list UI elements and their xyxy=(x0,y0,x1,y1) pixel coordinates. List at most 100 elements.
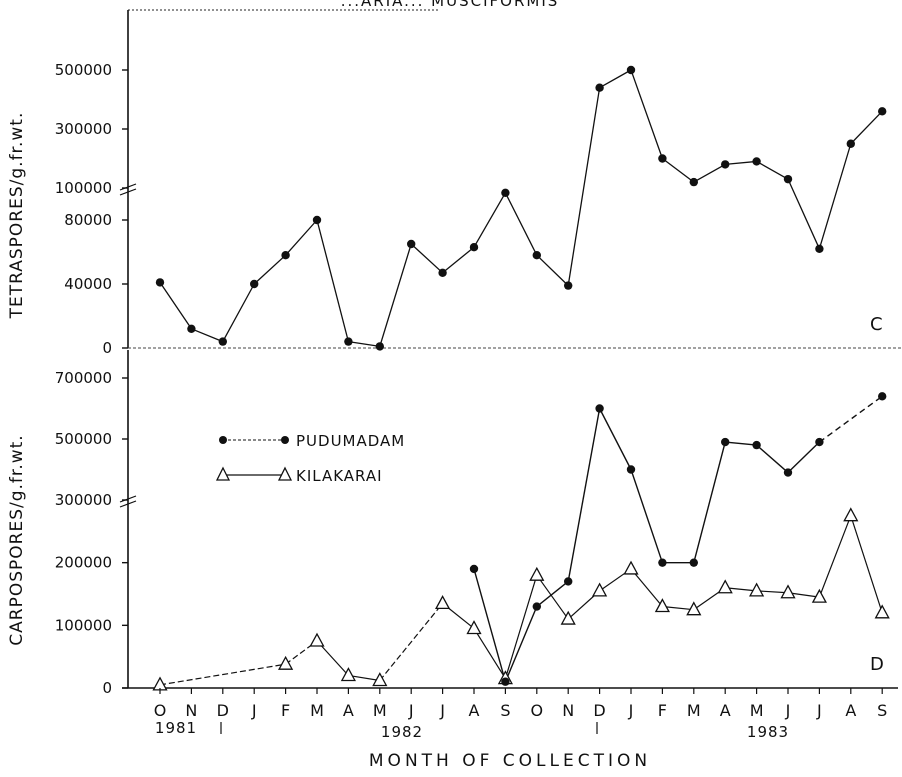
tetraspores-segment-11 xyxy=(473,192,506,248)
kilakarai-point-10 xyxy=(466,620,482,635)
kilakarai-segment-11 xyxy=(473,628,506,679)
panel-d-ylabel: CARPOSPORES/g.fr.wt. xyxy=(7,434,27,645)
legend-triangle-kilakarai-end xyxy=(277,466,293,481)
kilakarai-point-5 xyxy=(309,632,325,647)
kilakarai-segment-23 xyxy=(850,515,883,613)
month-label-17: M xyxy=(687,701,701,720)
panel-d-y-tick-label-200000: 200000 xyxy=(55,554,112,572)
tetraspores-point-9 xyxy=(438,268,447,277)
month-label-5: M xyxy=(310,701,324,720)
tetraspores-point-14 xyxy=(595,83,604,92)
panel-d-ticks: 0 100000 200000 300000 500000 700000 xyxy=(55,369,128,697)
tetraspores-point-11 xyxy=(501,188,510,197)
panel-d: CARPOSPORES/g.fr.wt. D 0 100000 200000 3000… xyxy=(7,350,898,697)
year-label-1983: 1983 xyxy=(747,723,789,741)
kilakarai-segment-19 xyxy=(725,587,757,592)
pudumadam-point-10 xyxy=(469,564,479,574)
kilakarai-point-9 xyxy=(435,595,451,610)
legend-item-kilakarai: KILAKARAI xyxy=(215,466,383,485)
tetraspores-point-18 xyxy=(721,160,730,169)
legend-dot-pudumadam-start xyxy=(219,436,227,444)
kilakarai-segment-22 xyxy=(818,515,852,598)
pudumadam-point-18 xyxy=(721,437,730,447)
pudumadam-segment-21 xyxy=(787,441,820,474)
legend-triangle-kilakarai-start xyxy=(215,466,231,481)
panel-c-y-tick-label-40000: 40000 xyxy=(64,275,112,293)
tetraspores-point-8 xyxy=(407,239,416,249)
panel-c: TETRASPORES/g.fr.wt. C 0 40000 80000 100000… xyxy=(7,10,902,357)
month-label-9: J xyxy=(439,701,445,720)
figure-top-title: ...ARIA... MUSCIFORMIS xyxy=(341,0,560,10)
x-axis-title: MONTH OF COLLECTION xyxy=(369,751,651,771)
legend-label-kilakarai: KILAKARAI xyxy=(296,467,383,485)
tetraspores-point-1 xyxy=(187,324,196,333)
pudumadam-point-11 xyxy=(501,677,510,686)
x-axis-years: 1981 1982 1983 xyxy=(155,719,789,741)
kilakarai-segment-17 xyxy=(662,605,694,611)
pudumadam-point-15 xyxy=(626,465,636,474)
month-label-14: D xyxy=(593,701,605,720)
kilakarai-point-17 xyxy=(686,601,702,616)
panel-c-y-tick-label-500000: 500000 xyxy=(55,61,112,79)
pudumadam-point-12 xyxy=(532,602,541,611)
tetraspores-point-19 xyxy=(752,157,761,166)
pudumadam-point-20 xyxy=(783,468,793,477)
pudumadam-point-13 xyxy=(564,577,573,586)
legend-dot-pudumadam-end xyxy=(281,436,289,444)
kilakarai-point-6 xyxy=(340,667,356,682)
kilakarai-point-4 xyxy=(278,655,294,670)
tetraspores-segment-8 xyxy=(379,243,412,347)
legend-label-pudumadam: PUDUMADAM xyxy=(296,432,405,450)
tetraspores-segment-1 xyxy=(159,282,192,330)
panel-d-axis-break xyxy=(119,495,137,508)
year-label-1982: 1982 xyxy=(381,723,423,741)
tetraspores-segment-20 xyxy=(756,160,789,180)
pudumadam-segment-14 xyxy=(567,408,601,582)
tetraspores-segment-13 xyxy=(536,254,569,287)
month-label-12: O xyxy=(531,701,544,720)
tetraspores-point-6 xyxy=(344,337,353,346)
tetraspores-segment-7 xyxy=(348,340,380,348)
pudumadam-segment-15 xyxy=(598,408,632,470)
pudumadam-segment-16 xyxy=(630,469,664,563)
tetraspores-point-12 xyxy=(532,251,541,260)
kilakarai-segment-9 xyxy=(379,603,444,681)
tetraspores-point-21 xyxy=(815,244,824,253)
month-label-4: F xyxy=(281,701,290,720)
pudumadam-point-16 xyxy=(658,558,667,567)
panel-d-points xyxy=(152,392,890,691)
pudumadam-segment-13 xyxy=(536,580,569,608)
legend-item-pudumadam: PUDUMADAM xyxy=(219,432,405,450)
panel-c-lines xyxy=(159,69,883,348)
panel-d-break-mark-2 xyxy=(119,500,137,508)
panel-c-y-tick-label-100000: 100000 xyxy=(55,179,112,197)
month-label-10: A xyxy=(469,701,480,720)
tetraspores-point-23 xyxy=(878,107,887,116)
kilakarai-segment-7 xyxy=(348,674,380,682)
month-label-0: O xyxy=(154,701,167,720)
pudumadam-segment-20 xyxy=(756,444,789,474)
kilakarai-point-12 xyxy=(529,566,545,581)
pudumadam-point-17 xyxy=(689,558,698,567)
pudumadam-point-23 xyxy=(878,392,887,401)
tetraspores-segment-3 xyxy=(222,283,255,342)
tetraspores-point-22 xyxy=(846,139,855,148)
month-label-7: M xyxy=(373,701,387,720)
tetraspores-point-13 xyxy=(564,281,573,290)
month-label-3: J xyxy=(251,701,257,720)
panel-d-letter: D xyxy=(870,654,884,675)
tetraspores-segment-2 xyxy=(191,328,224,343)
panel-d-y-tick-label-700000: 700000 xyxy=(55,369,112,387)
panel-c-letter: C xyxy=(870,314,883,335)
panel-d-y-tick-label-100000: 100000 xyxy=(55,616,112,634)
tetraspores-segment-4 xyxy=(253,254,287,285)
month-label-1: N xyxy=(185,701,197,720)
month-label-23: S xyxy=(877,701,887,720)
panel-d-y-tick-label-500000: 500000 xyxy=(55,430,112,448)
tetraspores-segment-12 xyxy=(504,192,538,256)
kilakarai-point-7 xyxy=(372,672,388,687)
panel-c-break-mark-1 xyxy=(119,183,137,191)
panel-d-y-tick-label-300000: 300000 xyxy=(55,491,112,509)
month-label-2: D xyxy=(217,701,229,720)
panel-c-y-tick-label-80000: 80000 xyxy=(64,211,112,229)
